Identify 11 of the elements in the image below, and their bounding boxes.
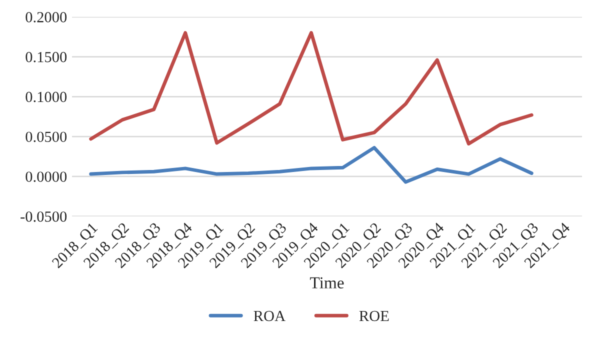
y-tick-label: 0.2000 (26, 12, 67, 22)
y-tick-label: 0.0500 (26, 132, 67, 142)
line-series (89, 146, 534, 184)
line-series (89, 31, 534, 146)
y-tick-label: 0.1000 (26, 92, 67, 102)
x-axis-title: Time (310, 277, 344, 288)
y-tick-label: 0.0000 (26, 172, 67, 182)
legend-label: ROE (359, 310, 389, 322)
y-tick-label: -0.0500 (20, 211, 67, 222)
y-tick-label: 0.1500 (26, 52, 67, 62)
legend-label: ROA (254, 310, 286, 322)
